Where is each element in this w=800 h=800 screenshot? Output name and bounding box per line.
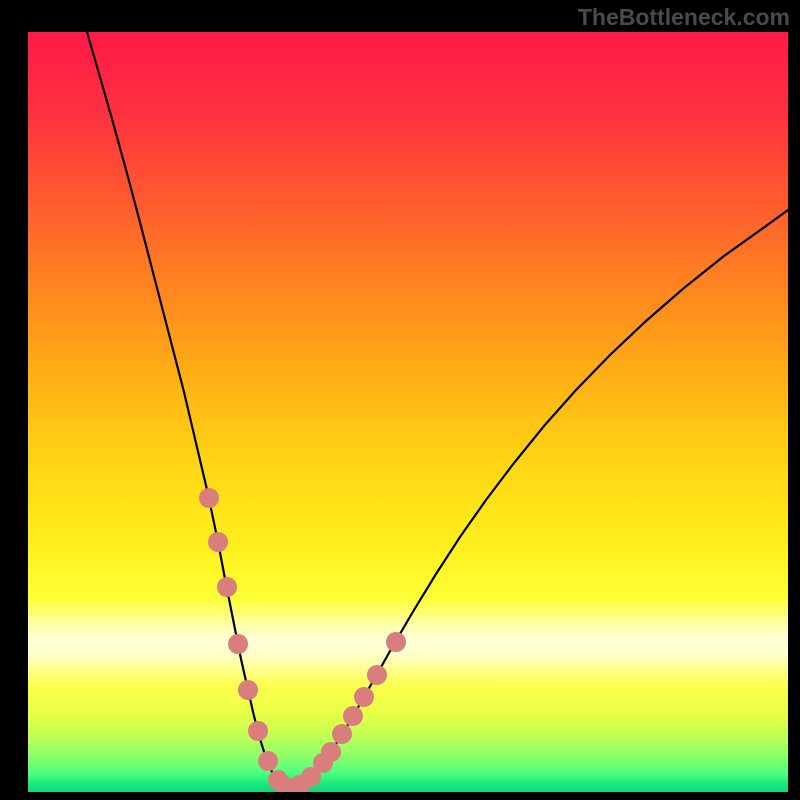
data-point [321, 742, 341, 762]
plot-area [28, 32, 788, 792]
data-point [217, 577, 237, 597]
data-point [386, 632, 406, 652]
curve-layer [28, 32, 788, 792]
data-markers [199, 488, 406, 792]
data-point [343, 706, 363, 726]
data-point [199, 488, 219, 508]
left-curve [87, 32, 290, 788]
data-point [354, 687, 374, 707]
data-point [238, 680, 258, 700]
data-point [332, 724, 352, 744]
data-point [258, 751, 278, 771]
data-point [367, 665, 387, 685]
chart-container: TheBottleneck.com [0, 0, 800, 800]
data-point [208, 532, 228, 552]
data-point [248, 721, 268, 741]
data-point [228, 634, 248, 654]
watermark-text: TheBottleneck.com [578, 4, 790, 31]
